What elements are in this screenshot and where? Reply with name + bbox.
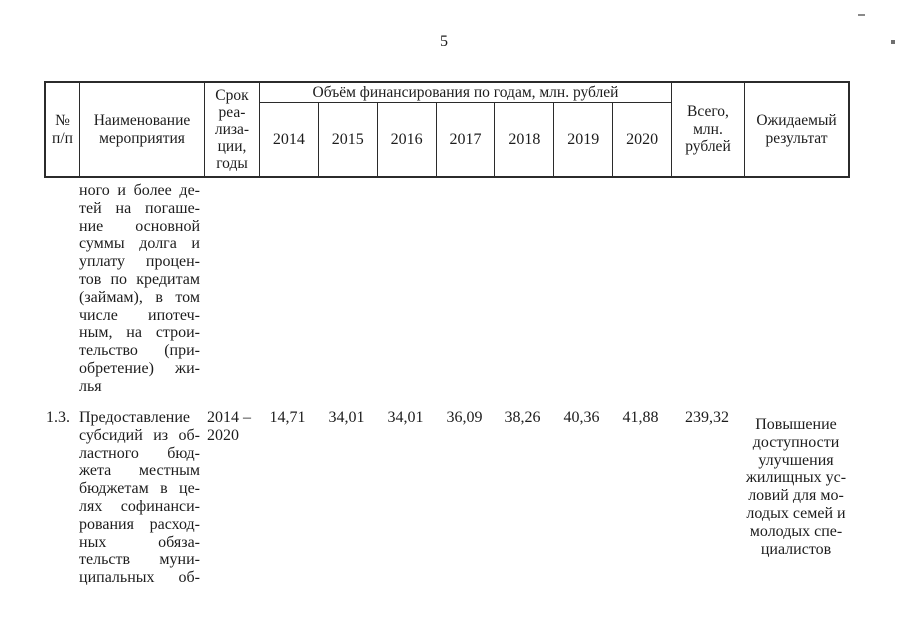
header-year-2020: 2020 [626,130,659,148]
table-row-1-3-value-2019: 40,36 [563,409,600,426]
scan-artifact [858,14,865,16]
header-year-2016: 2016 [378,103,437,176]
header-year-2015: 2015 [319,103,378,176]
header-year-2014: 2014 [260,103,319,176]
scan-artifact [891,40,895,44]
header-year-2017: 2017 [437,103,496,176]
table-row-1-3-number: 1.3. [46,409,70,426]
table-row-1-3-value-2017: 36,09 [446,409,483,426]
header-cell-result: Ожидаемый результат [756,112,837,147]
table-row-1-3-name: Предоставление субсидий из об- ластного … [79,409,200,587]
header-cell-term: Срок реа- лиза- ции, годы [205,83,260,176]
header-cell-name: Наименование мероприятия [80,83,205,176]
table-row-1-3-value-2018: 38,26 [504,409,541,426]
table-row-1-3-result: Повышение доступности улучшения жилищных… [745,416,847,558]
header-year-2019: 2019 [554,103,614,176]
table-row-1-3-value-2014: 14,71 [269,409,306,426]
header-year-2018: 2018 [495,103,555,176]
table-header: № п/п Наименование мероприятия Срок реа-… [44,81,850,178]
table-row-1-3-total: 239,32 [685,409,729,426]
header-cell-num: № п/п [46,83,80,176]
header-cell-total: Всего, млн. рублей [672,83,745,176]
header-year-row: 2014 2015 2016 2017 2018 2019 2020 [260,103,671,176]
header-finance-span: Объём финансирования по годам, млн. рубл… [260,83,671,103]
table-row-1-3-term: 2014 – 2020 [207,409,251,444]
header-finance-group: Объём финансирования по годам, млн. рубл… [260,83,672,176]
table-row-1-3-value-2015: 34,01 [328,409,365,426]
table-row-continuation-name: ного и более де- тей на погаше- ние осно… [79,182,200,395]
table-row-1-3-value-2016: 34,01 [387,409,424,426]
page-number: 5 [440,33,448,50]
table-row-1-3-value-2020: 41,88 [622,409,659,426]
